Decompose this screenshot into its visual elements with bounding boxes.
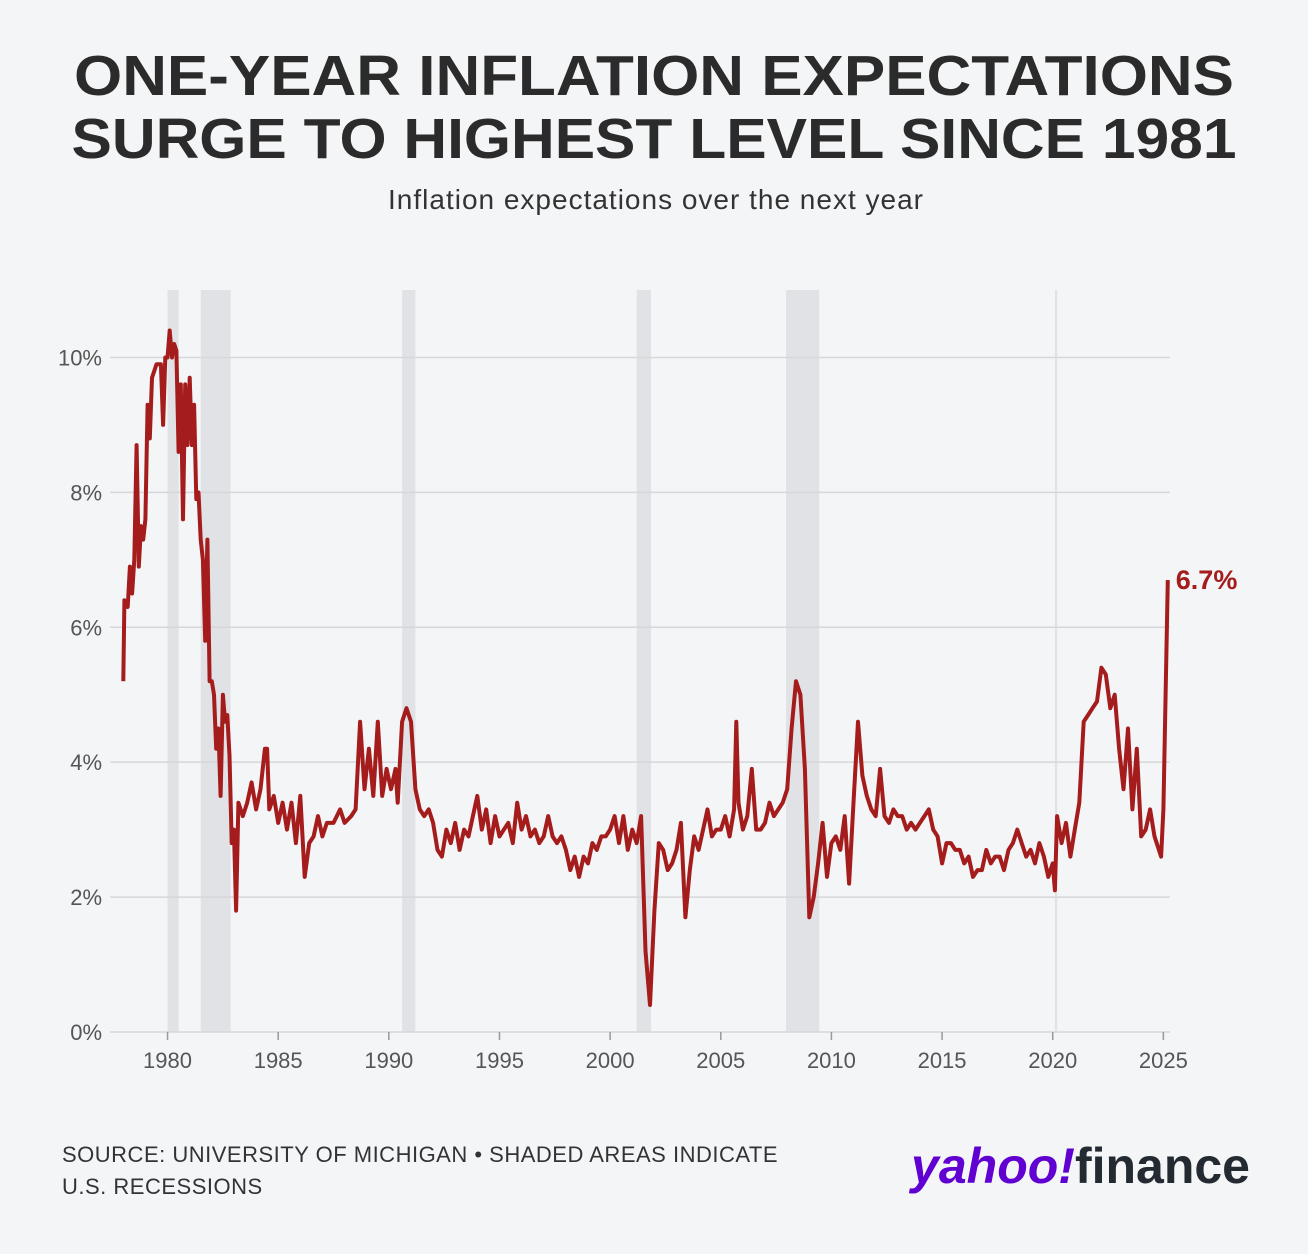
source-note: SOURCE: UNIVERSITY OF MICHIGAN • SHADED … xyxy=(62,1142,778,1167)
x-tick-label: 1980 xyxy=(143,1048,192,1073)
logo-product: finance xyxy=(1075,1138,1250,1194)
chart-title: SURGE TO HIGHEST LEVEL SINCE 1981 xyxy=(72,107,1237,171)
logo: yahoo!finance xyxy=(908,1138,1250,1194)
recession-band xyxy=(402,290,416,1032)
x-tick-label: 2025 xyxy=(1139,1048,1188,1073)
y-tick-label: 6% xyxy=(70,615,102,640)
recession-band xyxy=(200,290,231,1032)
chart-title: ONE-YEAR INFLATION EXPECTATIONS xyxy=(74,44,1234,108)
x-tick-label: 2015 xyxy=(918,1048,967,1073)
y-tick-label: 8% xyxy=(70,480,102,505)
x-tick-label: 2005 xyxy=(696,1048,745,1073)
y-tick-label: 2% xyxy=(70,885,102,910)
recession-band xyxy=(786,290,820,1032)
recession-band xyxy=(167,290,179,1032)
annotation: 6.7% xyxy=(1176,565,1238,595)
chart-subtitle: Inflation expectations over the next yea… xyxy=(388,184,924,215)
source-note: U.S. RECESSIONS xyxy=(62,1174,263,1199)
y-tick-label: 0% xyxy=(70,1020,102,1045)
x-tick-label: 1990 xyxy=(364,1048,413,1073)
x-tick-label: 2000 xyxy=(586,1048,635,1073)
x-tick-label: 1995 xyxy=(475,1048,524,1073)
recession-band xyxy=(1054,290,1058,1032)
line-series xyxy=(121,328,1170,1007)
x-tick-label: 1985 xyxy=(254,1048,303,1073)
logo-brand: yahoo! xyxy=(908,1138,1075,1194)
x-tick-label: 2010 xyxy=(807,1048,856,1073)
y-tick-label: 10% xyxy=(58,345,102,370)
x-tick-label: 2020 xyxy=(1028,1048,1077,1073)
y-tick-label: 4% xyxy=(70,750,102,775)
